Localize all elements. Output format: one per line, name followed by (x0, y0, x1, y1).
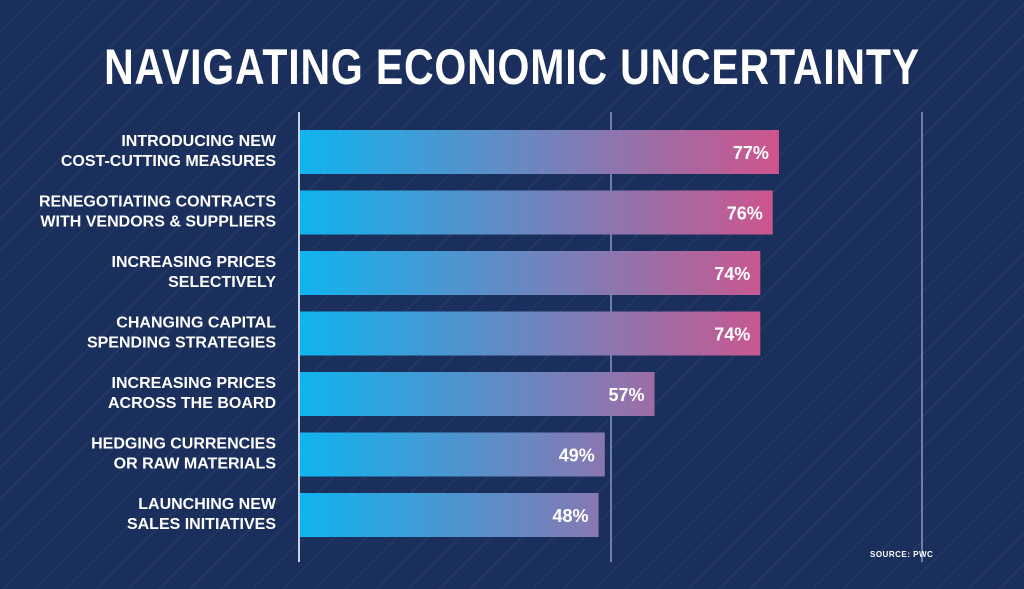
bar (300, 130, 779, 174)
category-label: HEDGING CURRENCIES (91, 436, 276, 453)
category-label: SELECTIVELY (168, 274, 276, 291)
category-label: WITH VENDORS & SUPPLIERS (40, 214, 276, 231)
category-label: INTRODUCING NEW (121, 133, 277, 150)
category-label: COST-CUTTING MEASURES (61, 153, 276, 170)
bar (300, 372, 655, 416)
bar (300, 432, 605, 477)
bar-value-label: 74% (714, 264, 750, 284)
category-label: INCREASING PRICES (112, 375, 277, 392)
category-label: OR RAW MATERIALS (114, 456, 277, 473)
source-note: SOURCE: PWC (870, 550, 934, 559)
bar-value-label: 49% (559, 446, 595, 466)
category-label: LAUNCHING NEW (138, 496, 277, 513)
bar-value-label: 76% (727, 204, 763, 224)
bar (300, 493, 599, 537)
bar (300, 311, 761, 356)
bar (300, 251, 761, 295)
category-label: RENEGOTIATING CONTRACTS (39, 194, 276, 211)
bar (300, 190, 773, 235)
category-label: INCREASING PRICES (112, 254, 277, 271)
category-label: CHANGING CAPITAL (116, 315, 276, 332)
category-label: SALES INITIATIVES (127, 516, 276, 533)
bar-value-label: 77% (733, 143, 769, 163)
category-label: SPENDING STRATEGIES (87, 335, 276, 352)
chart-title: NAVIGATING ECONOMIC UNCERTAINTY (104, 39, 920, 95)
bar-value-label: 48% (553, 506, 589, 526)
bar-value-label: 57% (609, 385, 645, 405)
bar-value-label: 74% (714, 325, 750, 345)
category-label: ACROSS THE BOARD (108, 395, 276, 412)
